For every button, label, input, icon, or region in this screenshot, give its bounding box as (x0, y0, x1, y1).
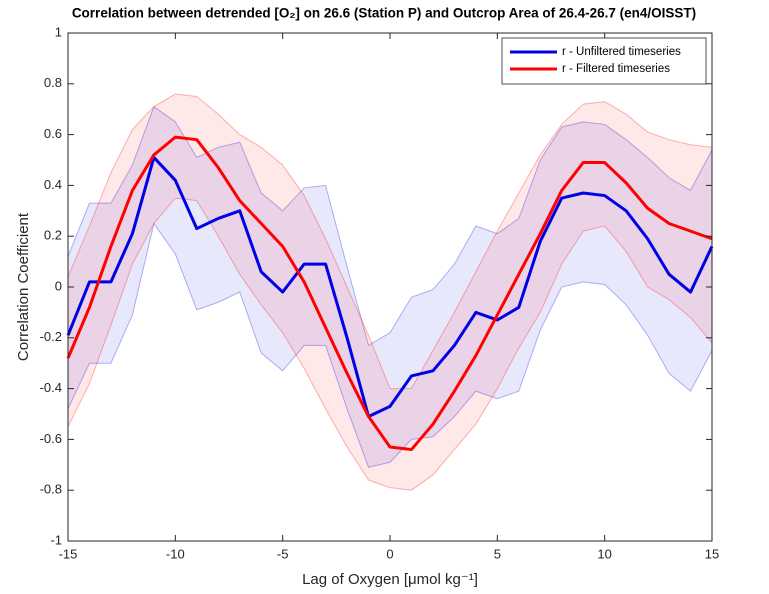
x-tick-label: 15 (705, 546, 719, 561)
x-axis-label: Lag of Oxygen [μmol kg⁻¹] (302, 571, 478, 588)
y-axis-label: Correlation Coefficient (15, 212, 32, 361)
x-tick-label: -15 (59, 546, 78, 561)
legend-label: r - Filtered timeseries (562, 63, 670, 75)
x-tick-label: -10 (166, 546, 185, 561)
x-tick-label: 5 (494, 546, 501, 561)
y-tick-label: 0.8 (44, 75, 62, 90)
series-line (66, 135, 713, 452)
y-tick-label: -0.4 (40, 380, 62, 395)
y-tick-label: -1 (50, 532, 62, 547)
y-tick-label: 0.4 (44, 177, 62, 192)
y-tick-label: -0.8 (40, 482, 62, 497)
y-tick-label: 0 (55, 278, 62, 293)
y-tick-label: -0.2 (40, 329, 62, 344)
x-tick-label: 0 (386, 546, 393, 561)
y-tick-label: 1 (55, 24, 62, 39)
x-tick-label: 10 (597, 546, 611, 561)
legend-box (501, 37, 707, 85)
series-line (66, 155, 714, 419)
y-tick-label: 0.6 (44, 126, 62, 141)
x-tick-label: -5 (277, 546, 289, 561)
chart-title: Correlation between detrended [O₂] on 26… (72, 6, 696, 21)
y-tick-label: -0.6 (40, 431, 62, 446)
legend-label: r - Unfiltered timeseries (562, 46, 681, 58)
y-tick-label: 0.2 (44, 228, 62, 243)
